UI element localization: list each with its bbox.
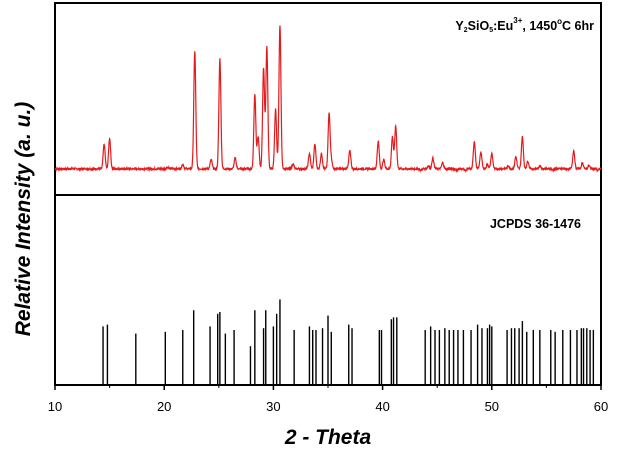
x-tick-label: 30 [266, 399, 280, 414]
x-tick-label: 60 [594, 399, 608, 414]
top-panel-annotation: Y2SiO5:Eu3+, 1450oC 6hr [455, 16, 594, 34]
x-axis-label: 2 - Theta [284, 426, 372, 449]
x-tick-label: 10 [48, 399, 62, 414]
x-tick-label: 40 [375, 399, 389, 414]
x-tick-label: 50 [485, 399, 499, 414]
bottom-panel-annotation: JCPDS 36-1476 [490, 217, 581, 231]
y-axis-label: Relative Intensity (a. u.) [12, 102, 35, 337]
xrd-pattern-line [54, 25, 602, 174]
x-axis-ticks: 10 20 30 40 50 60 [48, 385, 608, 414]
top-panel-pattern [54, 25, 602, 174]
bottom-panel-reference-sticks [102, 299, 595, 384]
x-tick-label: 20 [157, 399, 171, 414]
